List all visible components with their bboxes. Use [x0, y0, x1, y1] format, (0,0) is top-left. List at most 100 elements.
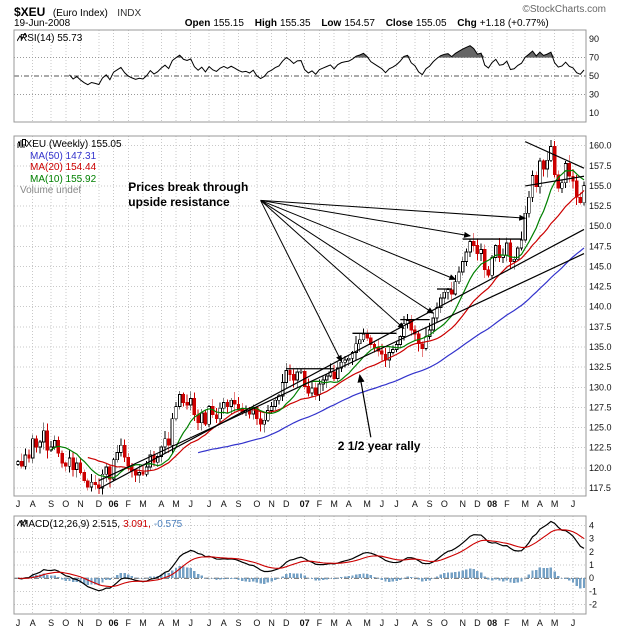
ma20-line — [87, 190, 585, 472]
ma20-legend-label: MA(20) 154.44 — [30, 162, 97, 173]
x-axis-label: M — [139, 618, 147, 628]
svg-text:150.0: 150.0 — [589, 221, 612, 231]
x-axis-label: S — [236, 618, 242, 628]
x-axis-label: A — [346, 618, 352, 628]
rally-trendline-2 — [98, 253, 585, 482]
x-axis-label: N — [77, 499, 84, 509]
symbol: $XEU — [14, 5, 46, 19]
x-axis-label: F — [504, 499, 510, 509]
x-axis-label: M — [172, 618, 180, 628]
price-panel-border — [13, 135, 587, 497]
x-axis-label: D — [96, 499, 103, 509]
x-axis-label: A — [221, 618, 227, 628]
ma20-legend-row: MA(20) 154.44 — [30, 162, 122, 174]
svg-text:127.5: 127.5 — [589, 402, 612, 412]
svg-text:130.0: 130.0 — [589, 382, 612, 392]
x-axis-label: M — [139, 499, 147, 509]
macd-legend: MACD(12,26,9) 2.515, 3.091, -0.575 — [17, 519, 182, 531]
svg-text:137.5: 137.5 — [589, 322, 612, 332]
rsi-legend-label: RSI(14) 55.73 — [20, 33, 83, 44]
svg-text:145.0: 145.0 — [589, 261, 612, 271]
breakout-arrow — [260, 199, 472, 238]
x-axis-label: S — [427, 618, 433, 628]
breakout-arrow — [260, 200, 435, 314]
x-axis-label: O — [441, 499, 448, 509]
main-legend: $XEU (Weekly) 155.05 MA(50) 147.31 MA(20… — [17, 139, 122, 197]
high-label: High — [254, 18, 277, 29]
x-axis-label: F — [317, 499, 323, 509]
x-axis-label: M — [330, 618, 338, 628]
x-axis-label: M — [551, 499, 559, 509]
x-axis-label: M — [363, 499, 371, 509]
svg-text:0: 0 — [589, 573, 594, 583]
open-label: Open — [184, 18, 211, 29]
x-axis-label: D — [474, 618, 481, 628]
quote-header: 19-Jun-2008 Open 155.15 High 155.35 Low 154… — [14, 18, 606, 29]
x-axis-label: A — [537, 618, 543, 628]
x-axis-label: J — [207, 499, 212, 509]
x-axis-label: 08 — [487, 618, 497, 628]
x-axis-label: J — [394, 499, 399, 509]
x-axis-label: J — [16, 618, 21, 628]
x-axis-label: F — [317, 618, 323, 628]
x-axis-label: M — [172, 499, 180, 509]
svg-text:117.5: 117.5 — [589, 483, 611, 493]
svg-text:-1: -1 — [589, 586, 597, 596]
breakout-arrow — [260, 199, 527, 221]
rsi-extreme-fill — [69, 45, 585, 58]
x-axis-label: 07 — [300, 499, 310, 509]
svg-text:90: 90 — [589, 34, 599, 44]
x-axis-label: M — [521, 618, 529, 628]
svg-text:152.5: 152.5 — [589, 201, 612, 211]
x-axis-label: F — [126, 499, 132, 509]
x-axis-label: A — [30, 499, 36, 509]
open-value: 155.15 — [213, 18, 244, 29]
x-axis-label: J — [188, 499, 193, 509]
copyright: ©StockCharts.com — [522, 4, 606, 15]
svg-text:132.5: 132.5 — [589, 362, 612, 372]
svg-text:142.5: 142.5 — [589, 282, 612, 292]
x-axis-label: S — [48, 499, 54, 509]
rsi-panel-border — [13, 29, 587, 123]
svg-text:120.0: 120.0 — [589, 463, 612, 473]
x-axis-label: S — [236, 499, 242, 509]
breakout-arrow — [260, 200, 342, 363]
rally-note: 2 1/2 year rally — [338, 439, 421, 453]
x-axis-label: J — [188, 618, 193, 628]
symbol-name: (Euro Index) — [52, 8, 108, 19]
x-axis-label: M — [521, 499, 529, 509]
low-value: 154.57 — [344, 18, 375, 29]
chg-label: Chg — [457, 18, 477, 29]
close-value: 155.05 — [415, 18, 447, 29]
ma50-legend-row: MA(50) 147.31 — [30, 151, 122, 163]
x-axis-label: A — [537, 499, 543, 509]
ma10-legend-row: MA(10) 155.92 — [30, 174, 122, 186]
volume-legend-row: Volume undef — [17, 140, 122, 197]
svg-text:1: 1 — [589, 560, 594, 570]
svg-text:122.5: 122.5 — [589, 443, 612, 453]
x-axis-label: J — [394, 618, 399, 628]
breakout-arrow — [260, 200, 405, 330]
x-axis-label: O — [441, 618, 448, 628]
x-axis-label: 08 — [487, 499, 497, 509]
chart-header: $XEU (Euro Index) INDX ©StockCharts.com — [14, 3, 606, 19]
svg-text:3: 3 — [589, 534, 594, 544]
x-axis-label: O — [62, 618, 69, 628]
top-wedge-line-1 — [524, 141, 585, 169]
x-axis-label: A — [221, 499, 227, 509]
close-label: Close — [385, 18, 413, 29]
rsi-legend: RSI(14) 55.73 — [17, 33, 82, 45]
price-legend-row: $XEU (Weekly) 155.05 — [17, 139, 122, 151]
svg-text:30: 30 — [589, 89, 599, 99]
x-axis-label: M — [551, 618, 559, 628]
x-axis-label: N — [459, 618, 466, 628]
x-axis-label: O — [253, 618, 260, 628]
svg-text:70: 70 — [589, 53, 599, 63]
svg-text:160.0: 160.0 — [589, 141, 612, 151]
x-axis-label: S — [48, 618, 54, 628]
svg-text:155.0: 155.0 — [589, 181, 612, 191]
x-axis-label: J — [571, 618, 576, 628]
